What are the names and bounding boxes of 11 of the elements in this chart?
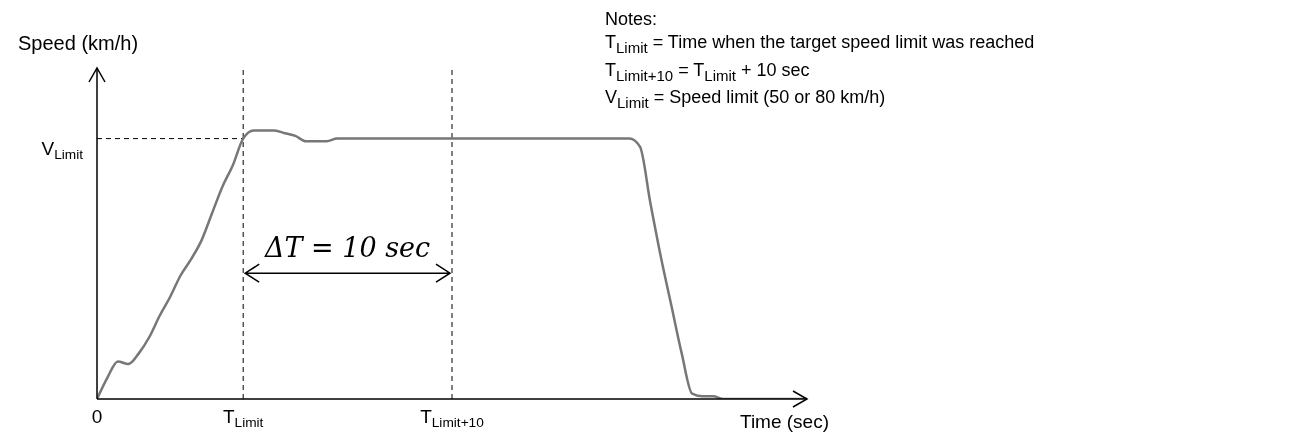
text: Notes:: [605, 8, 659, 31]
annotation: ΔT = 10 sec: [263, 232, 431, 264]
x-tick-label: T$_{Limit+10}$: [420, 406, 485, 430]
text: T$_{Limit+10}$ = T$_{Limit}$ + 10 sec: [605, 58, 811, 86]
x-tick-label: T$_{Limit}$: [222, 406, 264, 430]
y-axis-title: Speed (km/h): [18, 32, 139, 55]
x-axis-title: Time (sec): [740, 411, 830, 433]
text: T$_{Limit}$ = Time when the target speed limit was reached: [605, 31, 1035, 58]
ref-line-label: V$_{Limit}$: [41, 137, 84, 162]
text: V$_{Limit}$ = Speed limit (50 or 80 km/h): [605, 86, 887, 113]
x-tick-label: 0: [91, 406, 103, 427]
